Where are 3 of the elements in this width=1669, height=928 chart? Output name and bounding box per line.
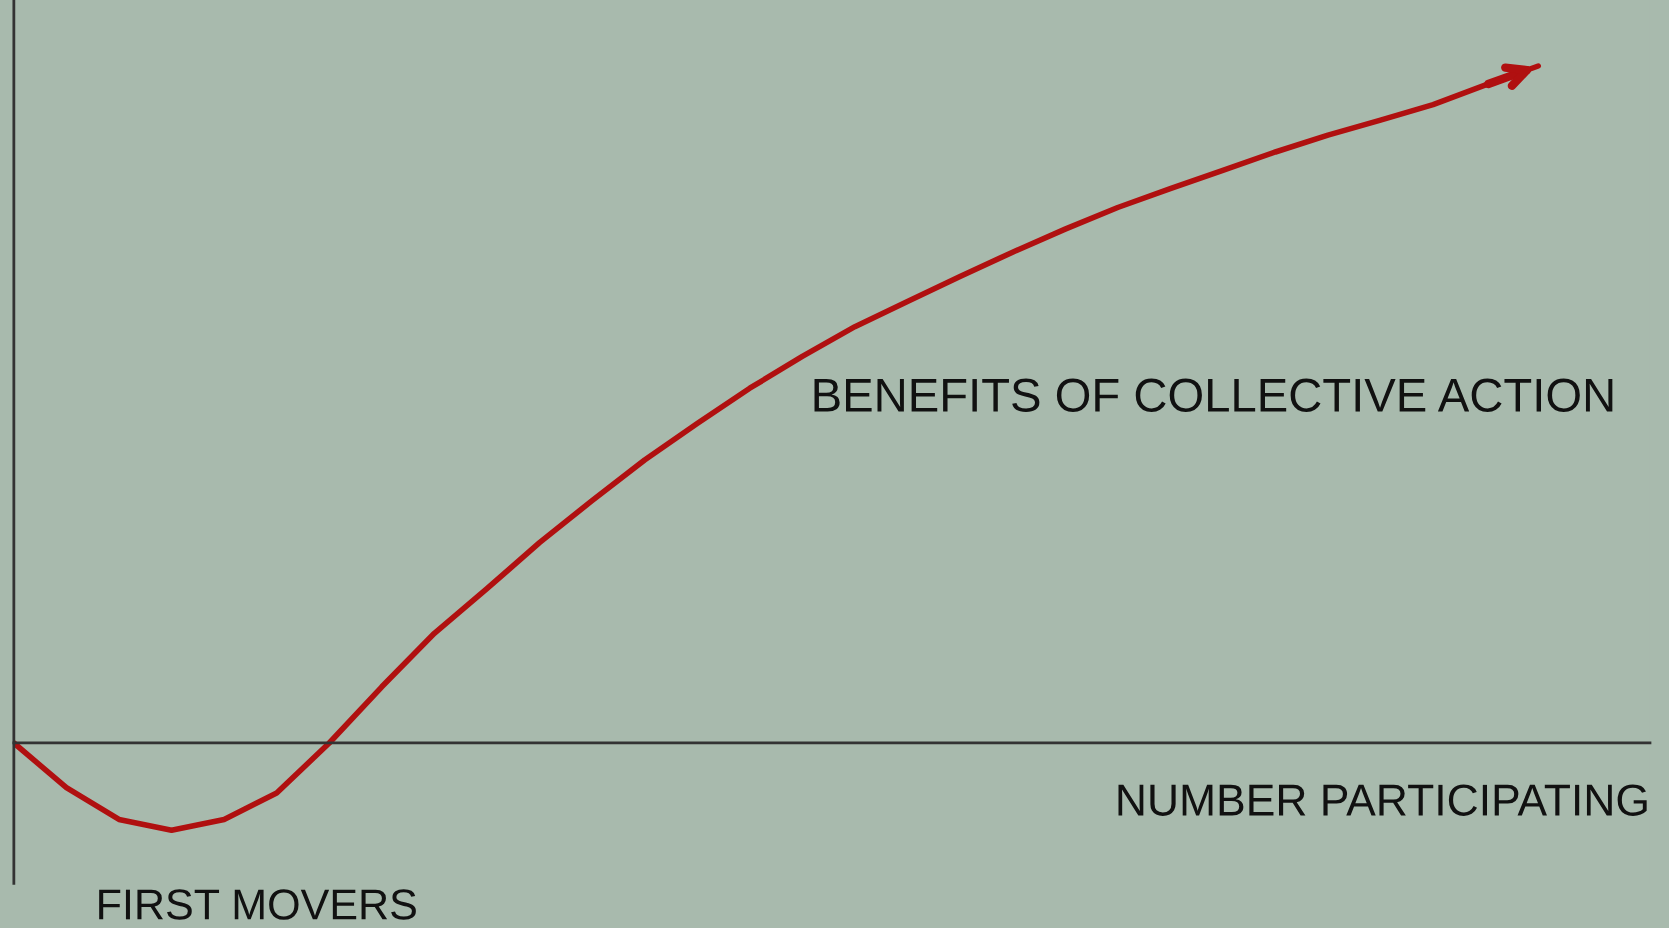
series-label: BENEFITS OF COLLECTIVE ACTION: [814, 378, 1613, 412]
x-axis-title: NUMBER PARTICIPATING: [1118, 784, 1647, 816]
text: FIRST MOVERS: [99, 889, 416, 920]
